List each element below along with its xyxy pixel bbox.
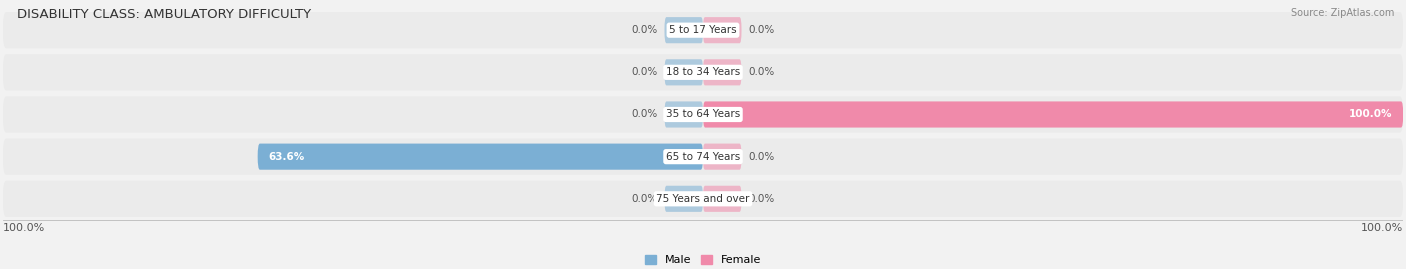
- Text: 5 to 17 Years: 5 to 17 Years: [669, 25, 737, 35]
- FancyBboxPatch shape: [665, 101, 703, 128]
- Text: 0.0%: 0.0%: [631, 109, 658, 119]
- Text: 35 to 64 Years: 35 to 64 Years: [666, 109, 740, 119]
- Text: 0.0%: 0.0%: [748, 25, 775, 35]
- Text: 0.0%: 0.0%: [748, 194, 775, 204]
- FancyBboxPatch shape: [703, 17, 741, 43]
- Text: 100.0%: 100.0%: [3, 223, 45, 233]
- Text: 75 Years and over: 75 Years and over: [657, 194, 749, 204]
- Text: 65 to 74 Years: 65 to 74 Years: [666, 152, 740, 162]
- Text: 100.0%: 100.0%: [1350, 109, 1393, 119]
- FancyBboxPatch shape: [703, 59, 741, 85]
- FancyBboxPatch shape: [703, 186, 741, 212]
- Text: 63.6%: 63.6%: [269, 152, 305, 162]
- Text: 0.0%: 0.0%: [631, 25, 658, 35]
- Legend: Male, Female: Male, Female: [641, 251, 765, 269]
- FancyBboxPatch shape: [665, 17, 703, 43]
- Text: 100.0%: 100.0%: [1361, 223, 1403, 233]
- Text: 0.0%: 0.0%: [748, 152, 775, 162]
- FancyBboxPatch shape: [3, 12, 1403, 48]
- Text: DISABILITY CLASS: AMBULATORY DIFFICULTY: DISABILITY CLASS: AMBULATORY DIFFICULTY: [17, 8, 311, 21]
- FancyBboxPatch shape: [3, 54, 1403, 90]
- Text: 18 to 34 Years: 18 to 34 Years: [666, 67, 740, 77]
- Text: 0.0%: 0.0%: [631, 67, 658, 77]
- FancyBboxPatch shape: [257, 144, 703, 170]
- Text: Source: ZipAtlas.com: Source: ZipAtlas.com: [1291, 8, 1395, 18]
- FancyBboxPatch shape: [3, 96, 1403, 133]
- Text: 0.0%: 0.0%: [748, 67, 775, 77]
- FancyBboxPatch shape: [3, 181, 1403, 217]
- FancyBboxPatch shape: [665, 186, 703, 212]
- FancyBboxPatch shape: [3, 139, 1403, 175]
- FancyBboxPatch shape: [703, 101, 1403, 128]
- Text: 0.0%: 0.0%: [631, 194, 658, 204]
- FancyBboxPatch shape: [703, 144, 741, 170]
- FancyBboxPatch shape: [665, 59, 703, 85]
